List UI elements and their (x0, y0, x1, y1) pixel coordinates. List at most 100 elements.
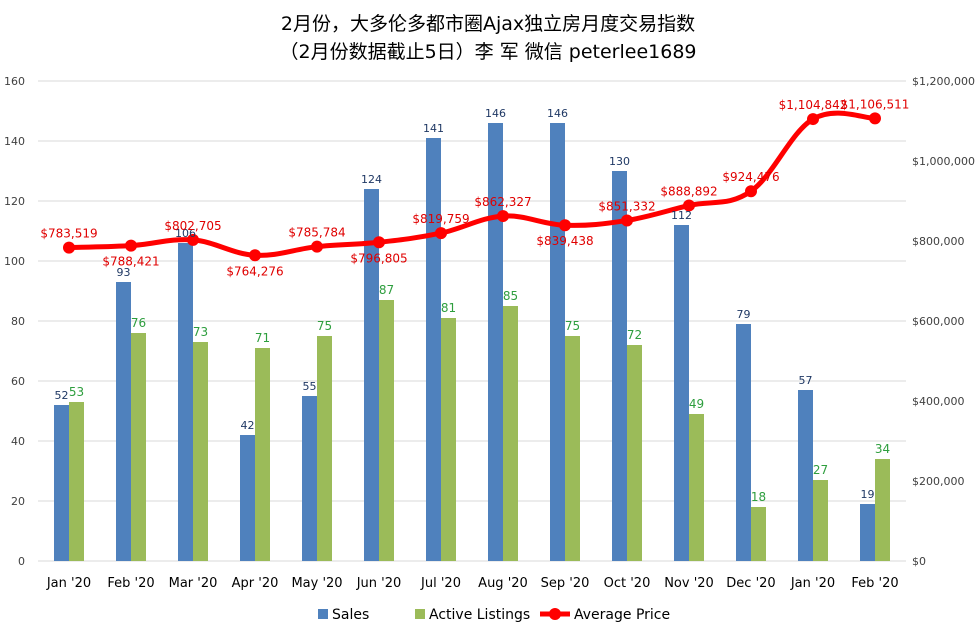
active-listings-data-label: 75 (565, 319, 580, 333)
x-tick-label: Apr '20 (232, 576, 279, 591)
active-listings-bar (751, 507, 766, 561)
average-price-data-label: $862,327 (474, 195, 531, 209)
average-price-data-label: $788,421 (102, 255, 159, 269)
left-tick-label: 100 (4, 255, 25, 268)
sales-bar (426, 138, 441, 561)
right-tick-label: $0 (912, 555, 926, 568)
average-price-data-label: $764,276 (226, 264, 283, 278)
x-tick-label: Mar '20 (169, 576, 218, 591)
left-axis-ticks: 0 20 40 60 80 100 120 140 160 (4, 75, 25, 568)
sales-data-label: 55 (303, 380, 317, 393)
average-price-point (497, 210, 509, 223)
x-tick-label: Aug '20 (478, 576, 528, 591)
active-listings-data-label: 76 (131, 316, 146, 330)
active-listings-bar (255, 348, 270, 561)
active-listings-bar (689, 414, 704, 561)
right-tick-label: $1,000,000 (912, 155, 975, 168)
x-tick-label: Jun '20 (356, 576, 402, 591)
right-axis-ticks: $0 $200,000 $400,000 $600,000 $800,000 $1,000… (912, 75, 975, 568)
average-price-data-label: $1,106,511 (841, 97, 910, 111)
sales-data-label: 112 (671, 209, 692, 222)
sales-bar (674, 225, 689, 561)
active-listings-bar (379, 300, 394, 561)
average-price-data-label: $785,784 (288, 226, 345, 240)
average-price-data-label: $839,438 (536, 234, 593, 248)
left-tick-label: 80 (11, 315, 25, 328)
chart-title-line-2: （2月份数据截止5日）李 军 微信 peterlee1689 (279, 41, 696, 63)
average-price-data-label: $796,805 (350, 251, 407, 265)
average-price-point (621, 214, 633, 227)
average-price-data-label: $819,759 (412, 212, 469, 226)
active-listings-data-label: 18 (751, 490, 766, 504)
legend-swatch-active-listings (415, 609, 425, 619)
average-price-point (745, 185, 757, 198)
left-tick-label: 20 (11, 495, 25, 508)
x-tick-label: Nov '20 (664, 576, 714, 591)
gridlines (38, 80, 906, 562)
x-tick-label: Dec '20 (726, 576, 775, 591)
x-tick-label: May '20 (291, 576, 342, 591)
active-listings-data-label: 73 (193, 325, 208, 339)
average-price-point (807, 113, 819, 126)
average-price-point (125, 239, 137, 252)
active-listings-data-label: 72 (627, 328, 642, 342)
x-tick-label: Jan '20 (790, 576, 835, 591)
sales-bar (612, 171, 627, 561)
x-tick-label: Jul '20 (420, 576, 461, 591)
active-listings-bar (69, 402, 84, 561)
average-price-point (249, 249, 261, 262)
sales-data-label: 146 (485, 107, 506, 120)
active-listings-bar (503, 306, 518, 561)
average-price-point (373, 236, 385, 249)
average-price-data-label: $888,892 (660, 184, 717, 198)
x-tick-label: Feb '20 (851, 576, 898, 591)
sales-bar (364, 189, 379, 561)
active-listings-bar (441, 318, 456, 561)
average-price-data-label: $924,476 (722, 170, 779, 184)
data-labels: 52 53 93 76 106 73 42 71 55 75 124 87 141 81 146 85 146 7… (40, 97, 909, 504)
x-tick-label: Jan '20 (46, 576, 91, 591)
sales-data-label: 130 (609, 155, 630, 168)
right-tick-label: $200,000 (912, 475, 965, 488)
sales-data-label: 124 (361, 173, 382, 186)
active-listings-data-label: 53 (69, 385, 84, 399)
legend-label-active-listings: Active Listings (429, 607, 530, 623)
right-tick-label: $800,000 (912, 235, 965, 248)
average-price-data-label: $1,104,842 (779, 98, 848, 112)
x-tick-label: Sep '20 (541, 576, 590, 591)
active-listings-bar (317, 336, 332, 561)
sales-bar (736, 324, 751, 561)
legend-label-sales: Sales (332, 607, 369, 623)
average-price-point (311, 240, 323, 253)
bars (54, 123, 890, 561)
sales-bar (302, 396, 317, 561)
active-listings-bar (131, 333, 146, 561)
sales-data-label: 146 (547, 107, 568, 120)
sales-data-label: 93 (117, 266, 131, 279)
sales-bar (116, 282, 131, 561)
active-listings-data-label: 87 (379, 283, 394, 297)
left-tick-label: 140 (4, 135, 25, 148)
average-price-point (559, 219, 571, 232)
sales-data-label: 79 (737, 308, 751, 321)
sales-data-label: 106 (175, 227, 196, 240)
sales-data-label: 19 (861, 488, 875, 501)
sales-bar (178, 243, 193, 561)
active-listings-data-label: 75 (317, 319, 332, 333)
right-tick-label: $600,000 (912, 315, 965, 328)
price-line (63, 110, 881, 262)
chart-title-line-1: 2月份，大多伦多都市圈Ajax独立房月度交易指数 (281, 13, 695, 35)
active-listings-data-label: 71 (255, 331, 270, 345)
sales-bar (488, 123, 503, 561)
right-tick-label: $400,000 (912, 395, 965, 408)
left-tick-label: 40 (11, 435, 25, 448)
sales-data-label: 141 (423, 122, 444, 135)
sales-data-label: 57 (799, 374, 813, 387)
average-price-point (187, 233, 199, 246)
active-listings-bar (193, 342, 208, 561)
active-listings-data-label: 27 (813, 463, 828, 477)
active-listings-data-label: 85 (503, 289, 518, 303)
sales-bar (54, 405, 69, 561)
